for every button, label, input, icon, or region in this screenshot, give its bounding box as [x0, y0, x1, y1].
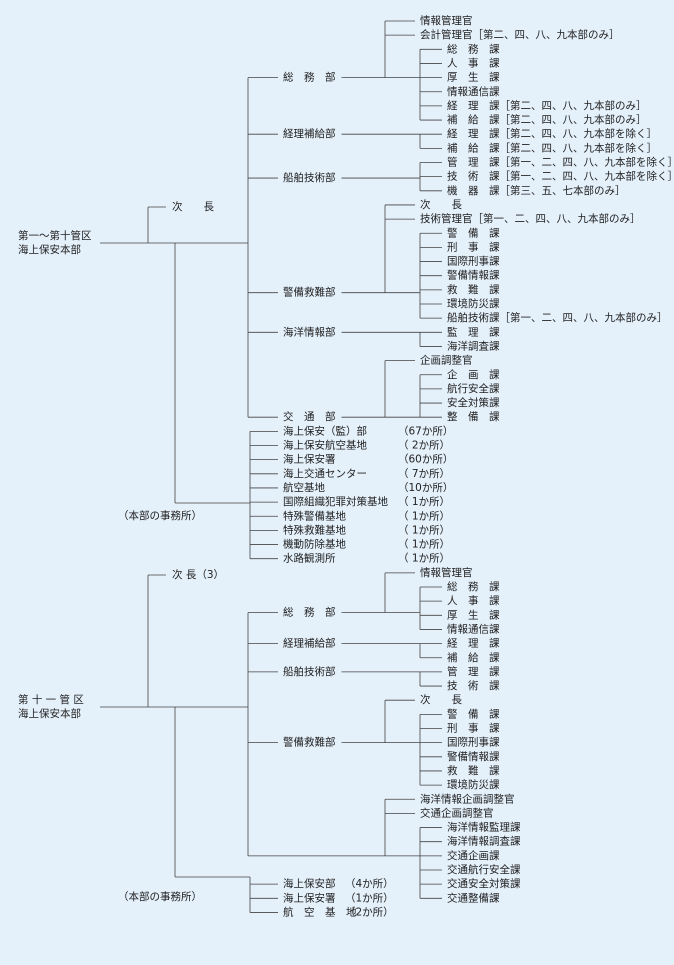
office-name: 海上交通センター — [283, 467, 367, 480]
department-label: 船舶技術部 — [283, 171, 336, 184]
deputy-label: 次 長 — [172, 200, 214, 213]
office-name: 海上保安署 — [283, 453, 336, 466]
department-label: 総 務 部 — [283, 71, 336, 84]
office-name: 海上保安署 — [283, 891, 336, 904]
division-label: 海洋調査課 — [447, 339, 500, 352]
division-label: 救 難 課 — [447, 283, 500, 296]
division-label: 人 事 課 — [447, 56, 500, 69]
office-count: （10か所） — [398, 482, 453, 494]
office-name: 航空基地 — [283, 481, 325, 494]
division-label: 警 備 課 — [447, 707, 500, 720]
division-label: 整 備 課 — [447, 410, 500, 423]
division-label: 交通企画課 — [447, 849, 500, 862]
office-count: （4か所） — [345, 878, 394, 890]
office-name: 海上保安航空基地 — [283, 439, 367, 452]
department-label: 警備救難部 — [283, 736, 336, 749]
root-label: 海上保安本部 — [18, 707, 81, 720]
office-name: 機動防除基地 — [283, 538, 346, 551]
office-count: （ 2か所） — [398, 440, 450, 452]
division-label: 技 術 課 — [447, 679, 500, 692]
division-label: 救 難 課 — [447, 764, 500, 777]
root-label: 第 十 一 管 区 — [18, 693, 84, 706]
division-label: 経 理 課［第二、四、八、九本部のみ］ — [447, 99, 647, 112]
division-label: 補 給 課［第二、四、八、九本部のみ］ — [447, 113, 647, 126]
office-name: 航 空 基 地 — [283, 905, 357, 918]
division-label: 情報通信課 — [447, 85, 500, 98]
division-label: 航行安全課 — [447, 382, 500, 395]
division-label: 管 理 課 — [447, 665, 500, 678]
division-label: 国際刑事課 — [447, 255, 500, 268]
office-count: （ 1か所） — [398, 539, 450, 551]
division-label: 国際刑事課 — [447, 736, 500, 749]
division-label: 厚 生 課 — [447, 608, 500, 621]
division-label: 交通安全対策課 — [447, 877, 521, 890]
officer-label: 海洋情報企画調整官 — [420, 792, 515, 805]
division-label: 警 備 課 — [447, 226, 500, 239]
office-group-label: （本部の事務所） — [118, 509, 202, 522]
officer-label: 技術管理官［第一、二、四、八、九本部のみ］ — [420, 212, 641, 225]
officer-label: 会計管理官［第二、四、八、九本部のみ］ — [420, 28, 620, 41]
division-label: 機 器 課［第三、五、七本部のみ］ — [447, 184, 626, 197]
department-label: 船舶技術部 — [283, 665, 336, 678]
division-label: 総 務 課 — [447, 42, 500, 55]
officer-label: 交通企画調整官 — [420, 806, 494, 819]
division-label: 経 理 課 — [447, 637, 500, 650]
division-label: 交通航行安全課 — [447, 863, 521, 876]
division-label: 刑 事 課 — [447, 240, 500, 253]
officer-label: 情報管理官 — [420, 14, 473, 27]
division-label: 船舶技術課［第一、二、四、八、九本部のみ］ — [447, 311, 668, 324]
division-label: 環境防災課 — [447, 297, 500, 310]
office-count: （67か所） — [398, 425, 453, 437]
department-label: 交 通 部 — [283, 410, 336, 423]
officer-label: 企画調整官 — [420, 354, 473, 367]
department-label: 経理補給部 — [283, 127, 336, 140]
division-label: 監 理 課 — [447, 325, 500, 338]
root-label: 海上保安本部 — [18, 243, 81, 256]
division-label: 補 給 課［第二、四、八、九本部を除く］ — [447, 141, 657, 154]
office-name: 国際組織犯罪対策基地 — [283, 495, 388, 508]
division-label: 警備情報課 — [447, 750, 500, 763]
office-count: （ 1か所） — [398, 496, 450, 508]
division-label: 管 理 課［第一、二、四、八、九本部を除く］ — [447, 156, 674, 169]
department-label: 海洋情報部 — [283, 325, 336, 338]
office-name: 海上保安部 — [283, 877, 336, 890]
office-name: 海上保安（監）部 — [283, 424, 367, 437]
division-label: 警備情報課 — [447, 269, 500, 282]
officer-label: 次 長 — [420, 198, 462, 211]
officer-label: 次 長 — [420, 693, 462, 706]
office-count: （ 1か所） — [398, 510, 450, 522]
office-count: （ 1か所） — [398, 553, 450, 565]
division-label: 技 術 課［第一、二、四、八、九本部を除く］ — [447, 170, 674, 183]
division-label: 海洋情報監理課 — [447, 821, 521, 834]
division-label: 総 務 課 — [447, 580, 500, 593]
office-name: 特殊警備基地 — [283, 509, 346, 522]
office-group-label: （本部の事務所） — [118, 890, 202, 903]
office-count: （1か所） — [345, 892, 394, 904]
division-label: 企 画 課 — [447, 368, 500, 381]
office-name: 特殊救難基地 — [283, 523, 346, 536]
office-count: （ 7か所） — [398, 468, 450, 480]
root-label: 第一～第十管区 — [18, 229, 92, 242]
deputy-label: 次 長（3） — [172, 568, 224, 581]
officer-label: 情報管理官 — [420, 566, 473, 579]
division-label: 補 給 課 — [447, 651, 500, 664]
division-label: 厚 生 課 — [447, 71, 500, 84]
department-label: 警備救難部 — [283, 286, 336, 299]
division-label: 経 理 課［第二、四、八、九本部を除く］ — [447, 127, 657, 140]
division-label: 情報通信課 — [447, 622, 500, 635]
division-label: 人 事 課 — [447, 594, 500, 607]
office-name: 水路観測所 — [283, 552, 336, 565]
department-label: 経理補給部 — [283, 637, 336, 650]
office-count: （2か所） — [345, 906, 394, 918]
division-label: 環境防災課 — [447, 778, 500, 791]
division-label: 交通整備課 — [447, 891, 500, 904]
office-count: （60か所） — [398, 454, 453, 466]
office-count: （ 1か所） — [398, 524, 450, 536]
division-label: 刑 事 課 — [447, 722, 500, 735]
department-label: 総 務 部 — [283, 605, 336, 618]
division-label: 安全対策課 — [447, 396, 500, 409]
division-label: 海洋情報調査課 — [447, 835, 521, 848]
